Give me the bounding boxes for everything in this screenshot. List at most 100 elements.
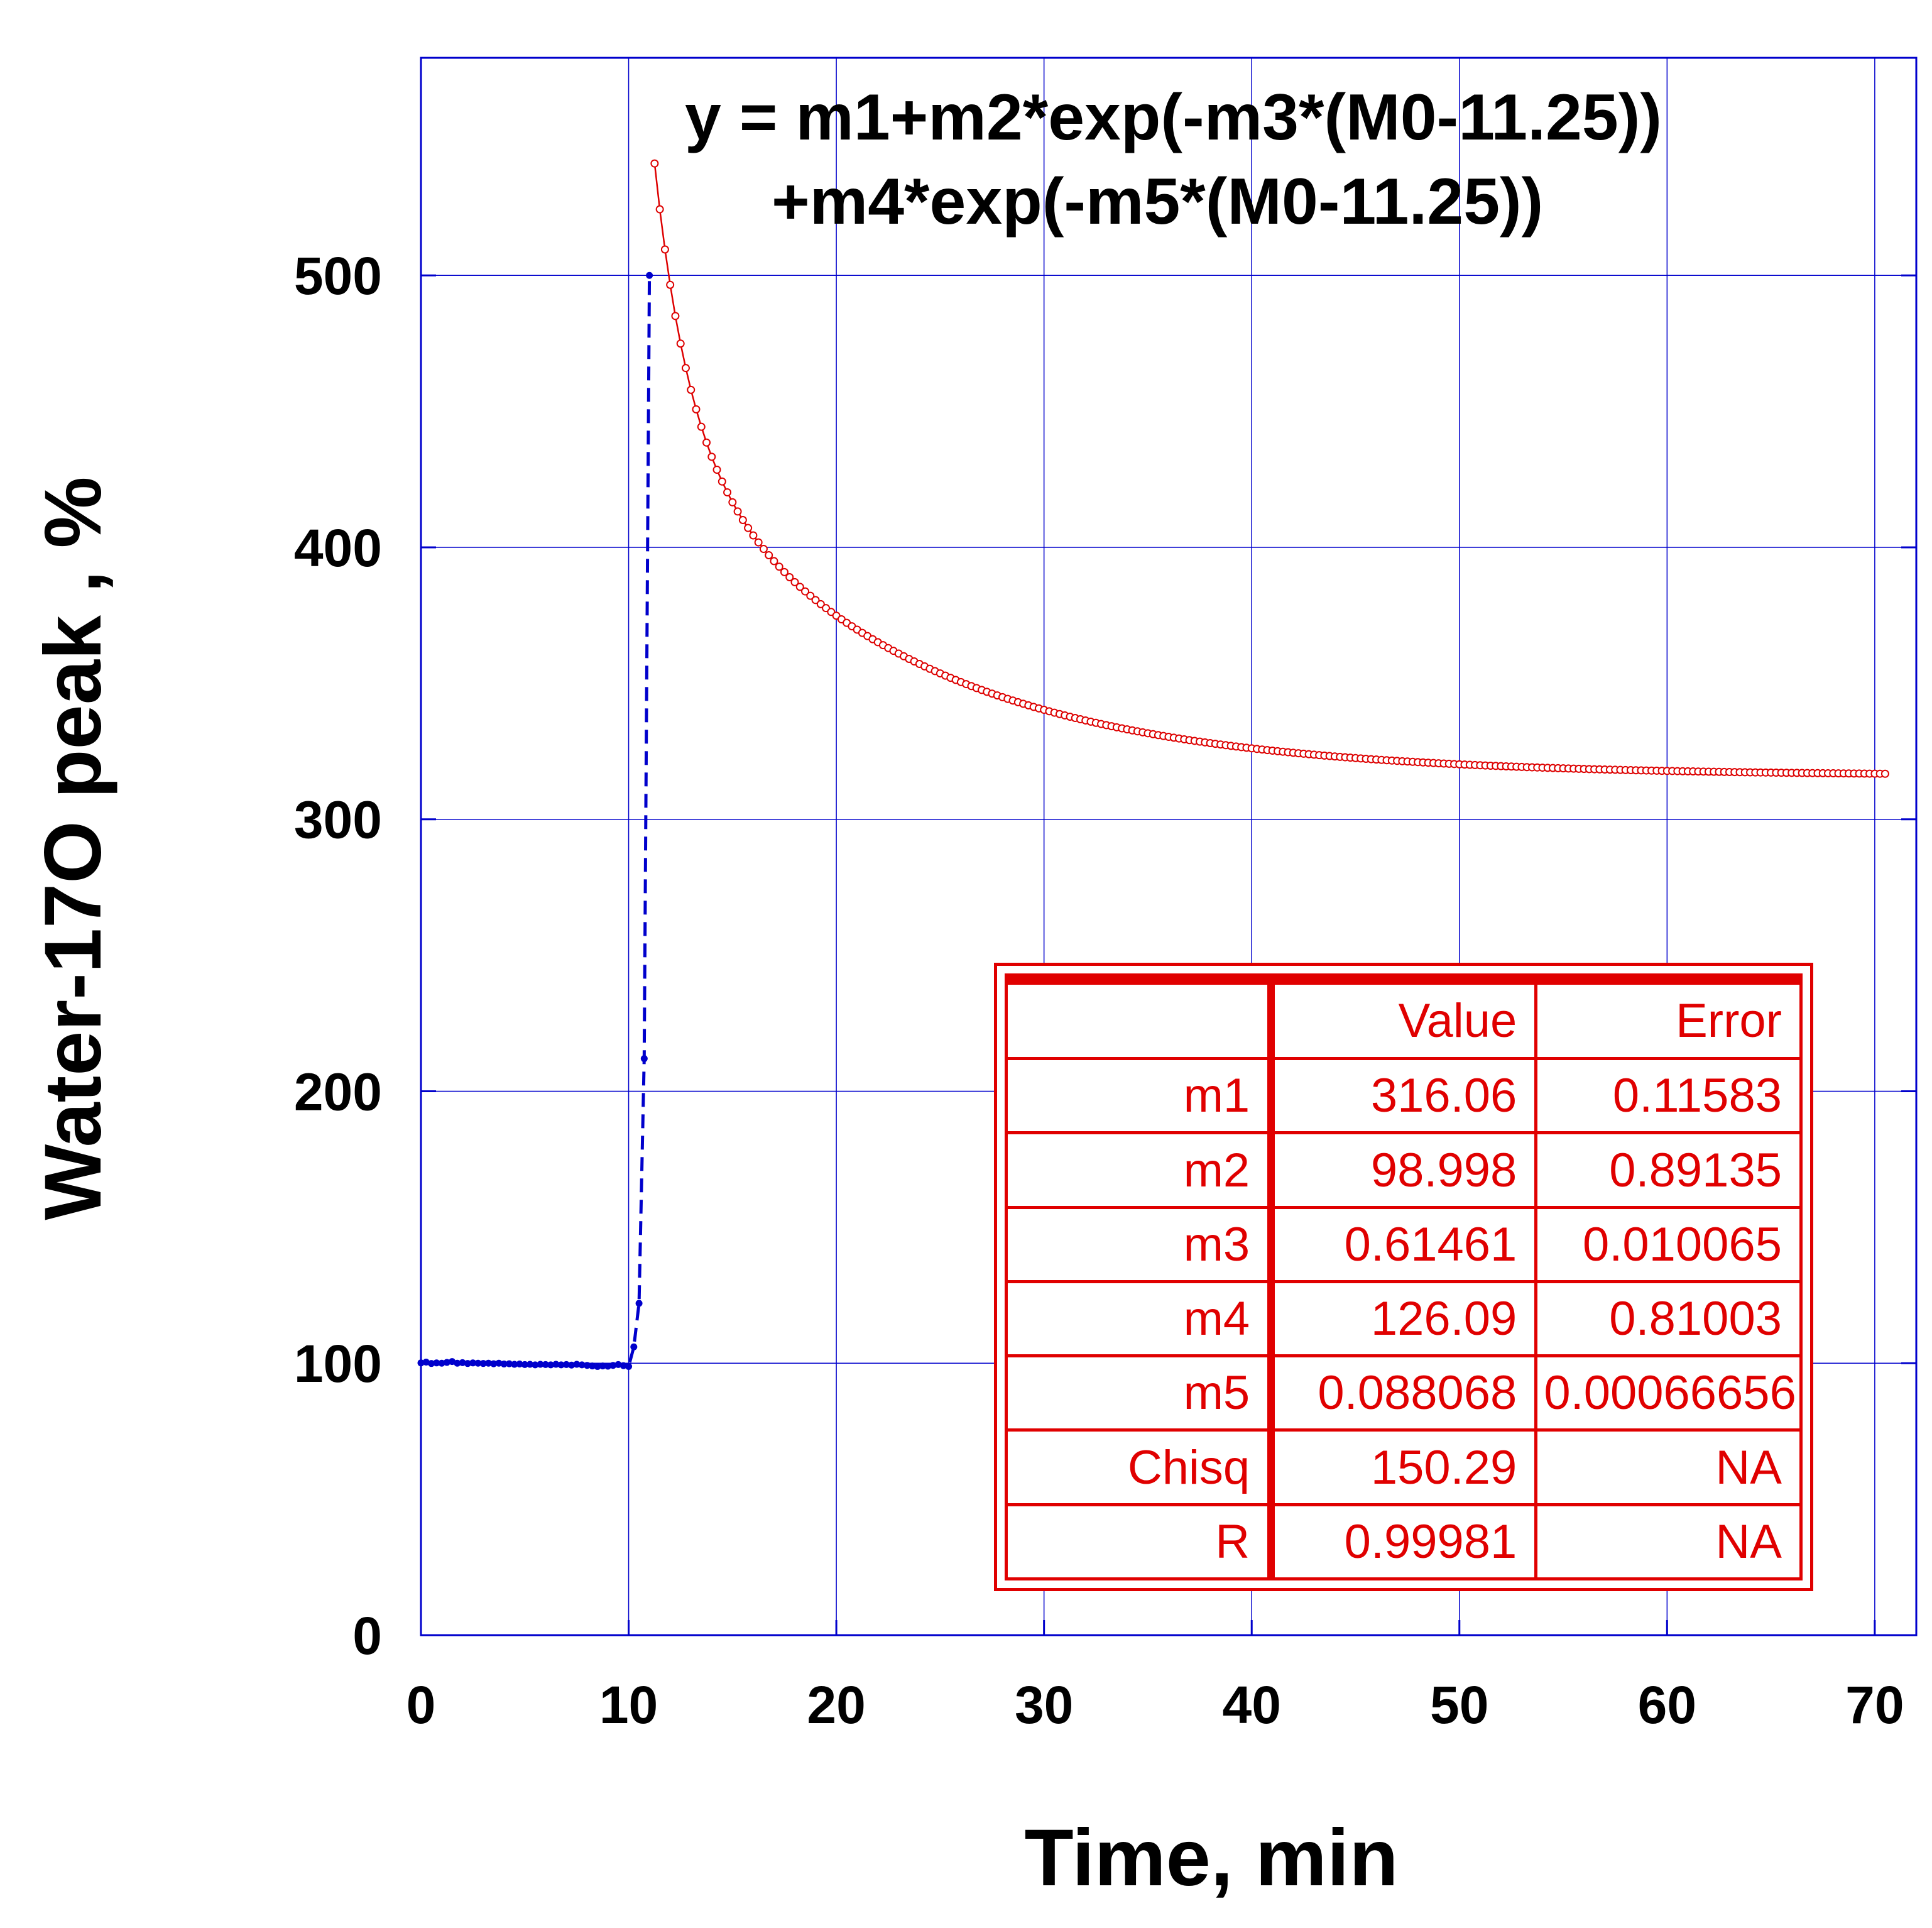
y-tick-label: 400 bbox=[294, 518, 382, 578]
baseline-point bbox=[542, 1361, 549, 1368]
fit-point bbox=[780, 567, 789, 576]
baseline-point bbox=[532, 1361, 539, 1369]
baseline-point bbox=[474, 1359, 482, 1367]
baseline-point bbox=[589, 1362, 596, 1370]
baseline-point bbox=[417, 1359, 425, 1367]
fit-point bbox=[744, 523, 753, 532]
param-name: m5 bbox=[1005, 1354, 1275, 1432]
y-axis-title: Water-17O peak , % bbox=[28, 476, 118, 1220]
param-value: 0.088068 bbox=[1269, 1354, 1538, 1432]
baseline-point bbox=[640, 1055, 648, 1063]
baseline-point bbox=[594, 1362, 601, 1370]
fit-point bbox=[801, 587, 810, 596]
fit-point bbox=[692, 405, 701, 414]
baseline-point bbox=[454, 1359, 461, 1367]
series-fit bbox=[650, 159, 1889, 778]
table-row: m2 98.998 0.89135 bbox=[1005, 1131, 1803, 1209]
baseline-point bbox=[630, 1343, 638, 1350]
param-name: m2 bbox=[1005, 1131, 1275, 1209]
fit-point bbox=[795, 583, 804, 591]
table-row: m1 316.06 0.11583 bbox=[1005, 1057, 1803, 1135]
param-value: 150.29 bbox=[1269, 1428, 1538, 1506]
fit-point bbox=[754, 538, 763, 547]
baseline-point bbox=[604, 1362, 611, 1370]
fit-point bbox=[811, 596, 820, 605]
fit-point bbox=[1880, 769, 1889, 778]
baseline-point bbox=[552, 1361, 560, 1368]
x-tick-labels: 0 10 20 30 40 50 60 70 bbox=[407, 1675, 1904, 1734]
param-value: 126.09 bbox=[1269, 1279, 1538, 1358]
x-tick-label: 30 bbox=[1015, 1675, 1073, 1734]
fit-point bbox=[666, 280, 675, 289]
fit-point bbox=[806, 591, 815, 600]
baseline-point bbox=[516, 1361, 523, 1368]
param-error: 0.010065 bbox=[1534, 1205, 1803, 1283]
baseline-point bbox=[527, 1361, 534, 1368]
fit-point bbox=[650, 159, 659, 168]
baseline-point bbox=[433, 1359, 440, 1367]
table-header-cell bbox=[1005, 973, 1275, 1061]
fit-point bbox=[775, 562, 783, 571]
x-tick-label: 10 bbox=[599, 1675, 658, 1734]
fit-point bbox=[816, 600, 825, 608]
table-header-cell: Error bbox=[1534, 973, 1803, 1061]
baseline-point bbox=[557, 1361, 565, 1369]
fit-point bbox=[738, 515, 747, 524]
baseline-point bbox=[578, 1361, 586, 1369]
baseline-point bbox=[479, 1360, 487, 1367]
baseline-point bbox=[469, 1359, 477, 1367]
param-error: 0.81003 bbox=[1534, 1279, 1803, 1358]
fit-point bbox=[790, 578, 799, 586]
baseline-point bbox=[500, 1361, 508, 1368]
baseline-point bbox=[599, 1362, 606, 1370]
fit-point bbox=[770, 557, 778, 566]
table-row: m4 126.09 0.81003 bbox=[1005, 1279, 1803, 1358]
fit-point bbox=[660, 245, 669, 254]
param-value: 316.06 bbox=[1269, 1057, 1538, 1135]
table-row: R 0.99981 NA bbox=[1005, 1503, 1803, 1581]
baseline-point bbox=[438, 1359, 445, 1367]
param-error: NA bbox=[1534, 1503, 1803, 1581]
x-tick-label: 50 bbox=[1430, 1675, 1488, 1734]
baseline-point bbox=[625, 1362, 633, 1370]
fit-point bbox=[697, 422, 706, 431]
param-value: 0.61461 bbox=[1269, 1205, 1538, 1283]
param-value: 98.998 bbox=[1269, 1131, 1538, 1209]
param-name: R bbox=[1005, 1503, 1275, 1581]
fit-point bbox=[733, 507, 742, 516]
table-row: m3 0.61461 0.010065 bbox=[1005, 1205, 1803, 1283]
fit-point bbox=[759, 545, 768, 554]
equation-line-1: y = m1+m2*exp(-m3*(M0-11.25)) bbox=[685, 81, 1662, 154]
x-tick-label: 70 bbox=[1845, 1675, 1904, 1734]
series-baseline bbox=[417, 271, 653, 1370]
param-name: m3 bbox=[1005, 1205, 1275, 1283]
y-tick-label: 200 bbox=[294, 1062, 382, 1121]
fit-point bbox=[718, 477, 726, 486]
fit-point bbox=[681, 364, 690, 373]
baseline-point bbox=[495, 1359, 503, 1367]
fit-point bbox=[671, 312, 680, 320]
param-error: 0.00066656 bbox=[1534, 1354, 1803, 1432]
baseline-point bbox=[464, 1360, 471, 1367]
fit-point bbox=[765, 550, 773, 559]
param-value: 0.99981 bbox=[1269, 1503, 1538, 1581]
y-tick-label: 100 bbox=[294, 1334, 382, 1393]
x-tick-label: 60 bbox=[1638, 1675, 1696, 1734]
x-tick-label: 0 bbox=[407, 1675, 436, 1734]
baseline-point bbox=[428, 1360, 435, 1367]
baseline-point bbox=[573, 1361, 581, 1368]
x-tick-label: 20 bbox=[807, 1675, 865, 1734]
y-tick-label: 0 bbox=[352, 1606, 382, 1665]
y-tick-label: 300 bbox=[294, 791, 382, 850]
grid bbox=[420, 58, 1916, 1636]
x-axis-title: Time, min bbox=[1024, 1813, 1398, 1903]
table-header-row: Value Error bbox=[1005, 973, 1803, 1061]
baseline-point bbox=[484, 1359, 492, 1367]
fit-point bbox=[728, 498, 737, 507]
baseline-point bbox=[459, 1359, 466, 1366]
fit-curve bbox=[653, 163, 1886, 775]
fit-point bbox=[676, 339, 685, 348]
table-row: Chisq 150.29 NA bbox=[1005, 1428, 1803, 1506]
baseline-point bbox=[614, 1361, 622, 1368]
